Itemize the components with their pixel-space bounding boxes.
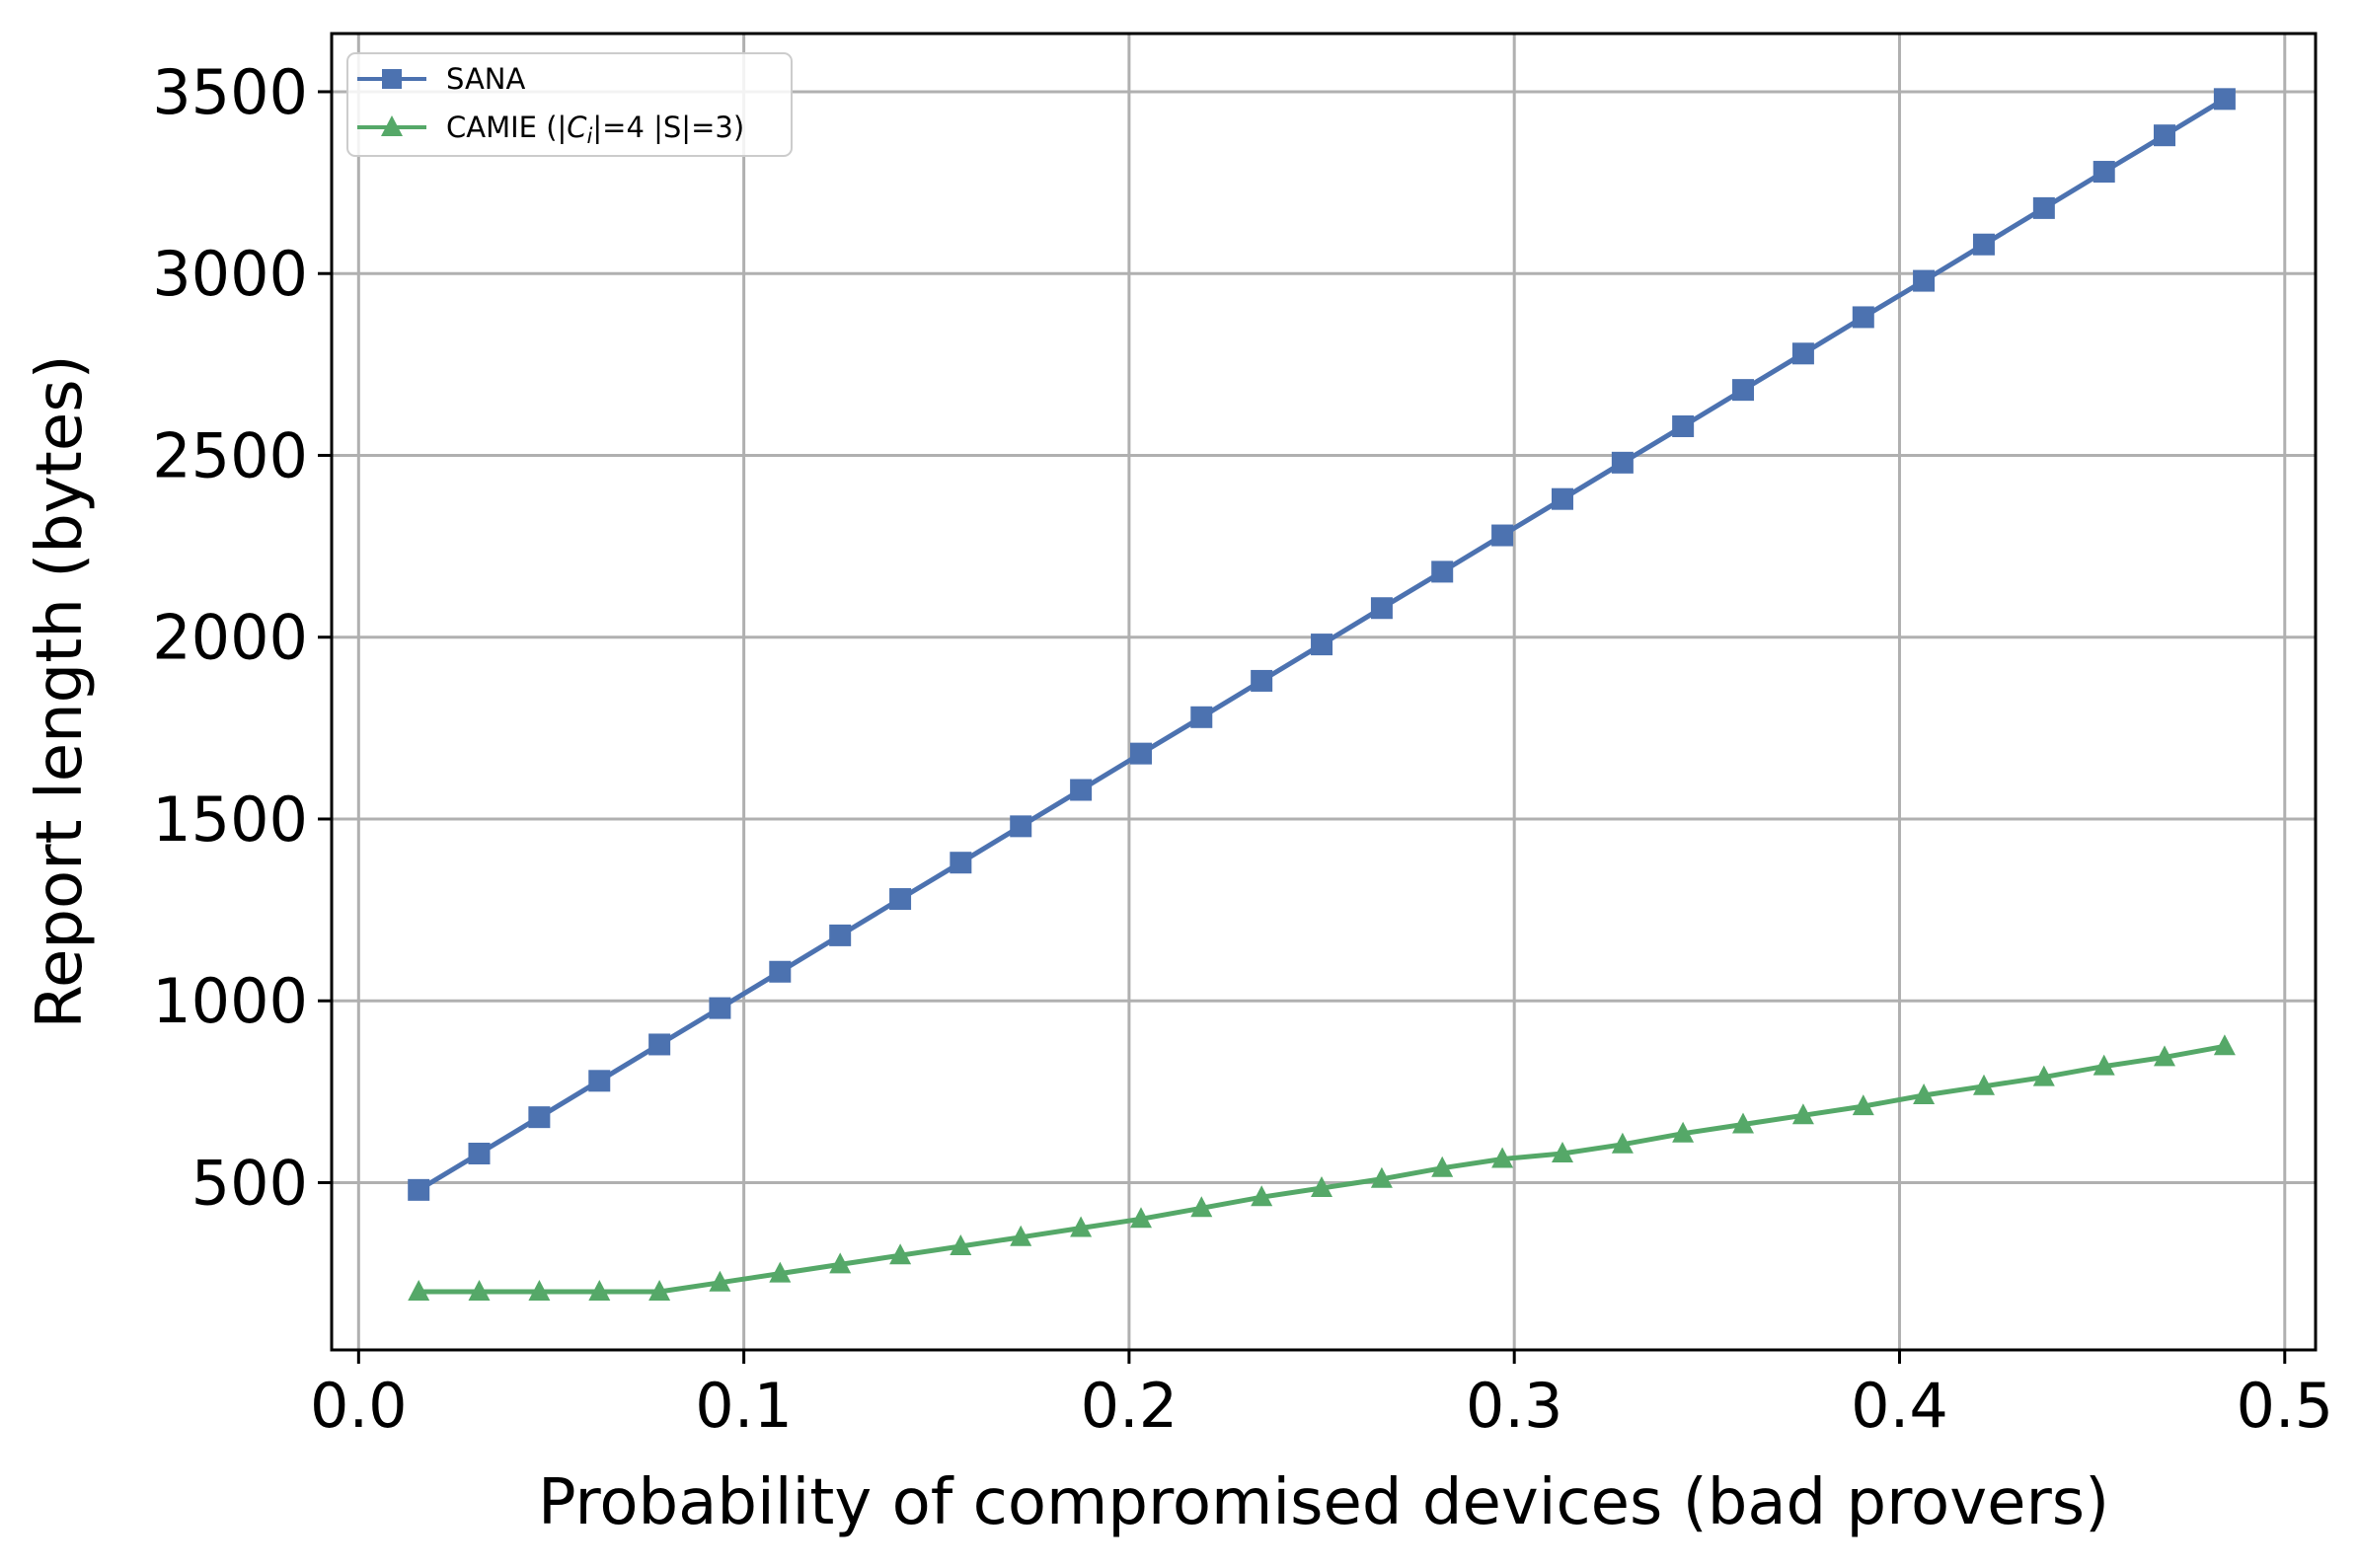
data-point [528, 1106, 551, 1129]
data-point [2032, 196, 2055, 219]
data-point [1311, 1176, 1332, 1197]
y-tick-label: 2500 [152, 419, 308, 491]
series-camie [408, 1034, 2236, 1301]
data-point [2154, 124, 2176, 147]
legend-camie-prefix: CAMIE (| [446, 111, 567, 144]
data-point [1852, 1094, 1874, 1116]
legend-camie-label: CAMIE (|Ci|=4 |S|=3) [446, 111, 744, 148]
y-tick-label: 3000 [152, 238, 308, 310]
data-point [1972, 233, 1995, 256]
data-point [2093, 1054, 2115, 1076]
x-tick-label: 0.2 [1081, 1370, 1179, 1442]
data-point [709, 997, 731, 1019]
data-point [2093, 161, 2115, 184]
data-point [1431, 1156, 1454, 1177]
data-point [1491, 1147, 1514, 1168]
data-point [1791, 342, 1814, 365]
data-point [1130, 742, 1153, 765]
data-point [1611, 1132, 1634, 1154]
y-tick-label: 1000 [152, 965, 308, 1037]
axis-ticks: 0.0 0.1 0.2 0.3 0.4 0.5 500 1000 1500 2000 2500 300… [152, 56, 2333, 1442]
data-point [2032, 1065, 2055, 1086]
data-point [1913, 269, 1936, 292]
data-point [1791, 1103, 1814, 1125]
data-point [1311, 634, 1333, 656]
data-point [1732, 1112, 1754, 1134]
data-point [1010, 815, 1032, 838]
data-point [1431, 560, 1454, 583]
data-point [648, 1033, 671, 1056]
legend-camie-subscript: i [587, 124, 593, 148]
legend-camie-marker [381, 115, 403, 136]
legend-box [346, 52, 793, 157]
data-point [528, 1280, 551, 1301]
x-tick-label: 0.0 [310, 1370, 408, 1442]
data-point [1552, 1142, 1573, 1162]
data-point [1370, 1166, 1393, 1188]
series-sana [408, 88, 2236, 1201]
data-point [1190, 706, 1213, 728]
y-axis-title: Report length (bytes) [24, 354, 97, 1028]
data-point [1130, 1207, 1152, 1229]
series-layer [408, 88, 2236, 1301]
y-tick-label: 1500 [152, 784, 308, 856]
data-point [2154, 1045, 2175, 1067]
data-point [1010, 1225, 1032, 1246]
data-point [1913, 1083, 1936, 1104]
data-point [1852, 306, 1874, 329]
data-point [1251, 669, 1273, 692]
legend: SANA CAMIE (|Ci|=4 |S|=3) [346, 52, 793, 157]
data-point [950, 852, 972, 874]
data-point [1190, 1196, 1213, 1218]
x-tick-label: 0.3 [1466, 1370, 1563, 1442]
x-tick-label: 0.1 [695, 1370, 793, 1442]
data-point [1491, 524, 1514, 547]
plot-frame [330, 32, 2318, 1352]
data-point [408, 1280, 430, 1301]
data-point [1251, 1185, 1273, 1207]
x-axis-title: Probability of compromised devices (bad … [538, 1466, 2109, 1539]
data-point [1551, 487, 1573, 510]
data-point [408, 1178, 430, 1201]
data-point [1611, 451, 1634, 474]
legend-camie-c: C [567, 111, 587, 144]
y-tick-label: 2000 [152, 602, 308, 674]
legend-sana-label: SANA [446, 62, 525, 96]
series-line [419, 1043, 2226, 1295]
data-point [1070, 779, 1093, 801]
data-point [2213, 1034, 2236, 1056]
data-point [769, 960, 792, 983]
data-point [1070, 1216, 1093, 1237]
data-point [889, 888, 912, 911]
data-point [1672, 1121, 1695, 1143]
data-point [829, 1252, 852, 1274]
data-point [2213, 88, 2236, 111]
legend-camie-suffix: |=4 |S|=3) [592, 111, 744, 144]
data-point [468, 1143, 491, 1165]
data-point [648, 1280, 671, 1301]
data-point [1973, 1074, 1995, 1095]
data-point [468, 1280, 491, 1301]
data-point [1672, 414, 1695, 437]
y-tick-label: 500 [191, 1147, 308, 1219]
data-point [829, 924, 852, 946]
x-tick-label: 0.4 [1851, 1370, 1948, 1442]
data-point [950, 1234, 972, 1255]
grid [332, 34, 2316, 1350]
data-point [588, 1070, 611, 1092]
data-point [1732, 379, 1755, 402]
data-point [1370, 597, 1393, 620]
legend-sana-marker [382, 69, 402, 89]
y-tick-label: 3500 [152, 56, 308, 128]
x-tick-label: 0.5 [2236, 1370, 2333, 1442]
data-point [709, 1270, 731, 1292]
data-point [889, 1243, 912, 1265]
data-point [588, 1280, 611, 1301]
data-point [769, 1261, 792, 1283]
